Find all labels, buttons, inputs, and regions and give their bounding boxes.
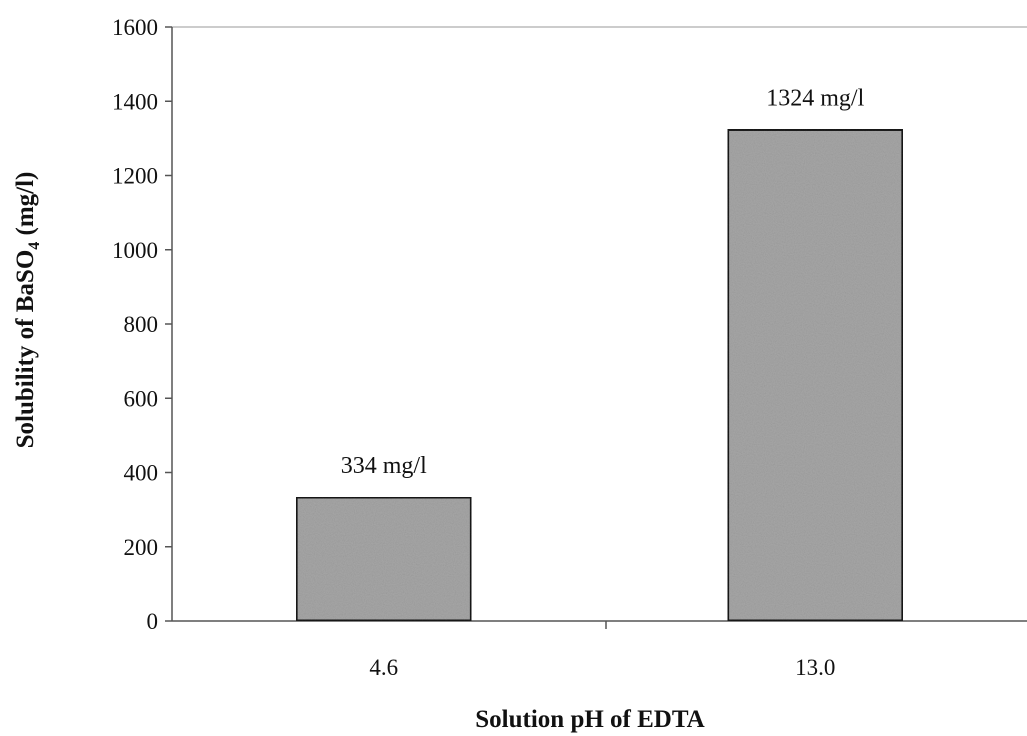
data-labels: 334 mg/l 1324 mg/l — [341, 85, 865, 479]
y-tick-label: 200 — [124, 535, 159, 560]
x-axis-tick-labels: 4.6 13.0 — [369, 655, 835, 680]
y-axis-title-prefix: Solubility of BaSO — [12, 250, 39, 449]
y-tick-label: 400 — [124, 461, 159, 486]
bar-value-label: 334 mg/l — [341, 453, 427, 479]
bar-4-6 — [294, 495, 473, 623]
bar-value-label: 1324 mg/l — [766, 85, 864, 111]
x-tick-label: 4.6 — [369, 655, 398, 680]
x-axis-title: Solution pH of EDTA — [475, 706, 704, 733]
y-axis-title-subscript: 4 — [26, 242, 43, 250]
y-axis-ticks: 0 200 400 600 800 1000 1200 1400 1600 — [112, 15, 172, 634]
y-tick-label: 1000 — [112, 238, 158, 263]
y-tick-label: 0 — [147, 609, 159, 634]
x-tick-label: 13.0 — [795, 655, 835, 680]
bars — [294, 127, 905, 623]
y-axis-title: Solubility of BaSO4 (mg/l) — [12, 172, 43, 449]
y-tick-label: 1200 — [112, 164, 158, 189]
y-tick-label: 800 — [124, 312, 159, 337]
y-axis-title-suffix: (mg/l) — [12, 172, 39, 242]
bar-13-0 — [726, 127, 905, 623]
y-tick-label: 1600 — [112, 15, 158, 40]
y-tick-label: 600 — [124, 386, 159, 411]
y-tick-label: 1400 — [112, 89, 158, 114]
